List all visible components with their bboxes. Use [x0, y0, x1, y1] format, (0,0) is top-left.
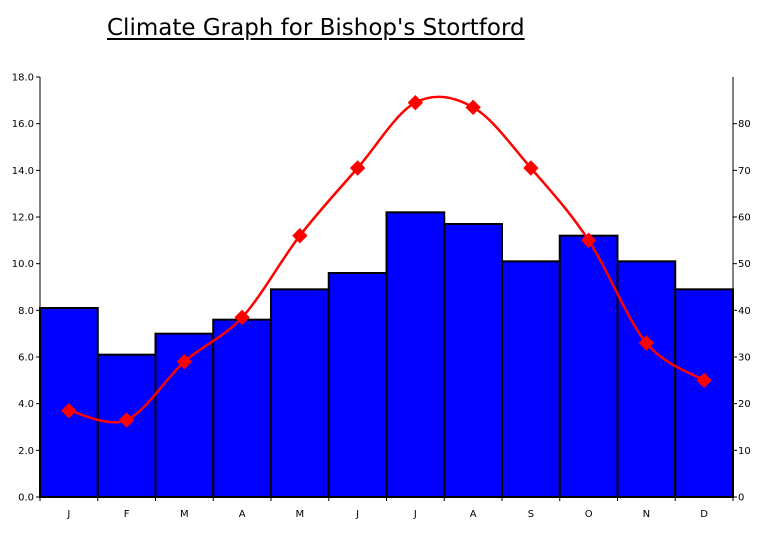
right-y-tick-label: 10: [738, 446, 751, 457]
temperature-point: [407, 94, 424, 111]
x-tick-label: J: [66, 509, 70, 520]
right-y-tick-label: 20: [738, 399, 751, 410]
left-y-tick-label: 8.0: [18, 306, 34, 317]
rainfall-bar: [39, 307, 99, 498]
right-y-tick-label: 0: [738, 493, 744, 504]
rainfall-bar: [674, 288, 734, 499]
left-y-tick-label: 6.0: [18, 353, 34, 364]
temperature-point: [523, 160, 539, 176]
right-y-tick-label: 80: [738, 119, 751, 130]
temperature-point: [234, 309, 250, 326]
temperature-point: [638, 335, 655, 351]
temperature-point: [292, 227, 308, 244]
right-y-tick-label: 70: [738, 166, 751, 177]
right-y-tick-label: 50: [738, 259, 751, 270]
temperature-point: [465, 99, 481, 116]
rainfall-bar: [443, 223, 503, 498]
temperature-point: [580, 232, 597, 249]
right-y-tick-label: 40: [738, 306, 751, 317]
rainfall-bar: [270, 288, 330, 499]
x-tick-label: M: [296, 509, 305, 520]
left-y-tick-label: 10.0: [12, 259, 34, 270]
left-y-tick-label: 4.0: [18, 399, 34, 410]
temperature-point: [696, 372, 712, 389]
rainfall-bar: [501, 260, 561, 499]
x-tick-label: M: [180, 509, 189, 520]
x-tick-label: F: [124, 509, 130, 520]
x-tick-label: A: [239, 509, 246, 520]
rainfall-bars: [39, 211, 734, 499]
left-y-tick-label: 14.0: [12, 166, 34, 177]
left-y-tick-label: 2.0: [18, 446, 34, 457]
x-tick-label: O: [585, 509, 593, 520]
left-y-tick-label: 12.0: [12, 213, 34, 224]
x-tick-label: J: [413, 509, 417, 520]
chart-title: Climate Graph for Bishop's Stortford: [107, 15, 525, 41]
x-tick-label: J: [355, 509, 359, 520]
rainfall-bar: [212, 318, 272, 498]
x-tick-label: D: [700, 509, 708, 520]
rainfall-bar: [558, 234, 619, 499]
temperature-point: [349, 160, 366, 176]
temperature-point: [61, 402, 77, 419]
temperature-line: [61, 94, 712, 428]
left-y-tick-label: 0.0: [18, 493, 34, 504]
rainfall-bar: [327, 272, 388, 498]
temperature-point: [118, 412, 135, 428]
temperature-point: [176, 353, 193, 370]
rainfall-bar: [616, 260, 677, 499]
x-tick-label: A: [470, 509, 477, 520]
x-tick-label: N: [643, 509, 650, 520]
left-y-tick-label: 16.0: [12, 119, 34, 130]
right-y-tick-label: 60: [738, 213, 751, 224]
left-y-tick-label: 18.0: [12, 73, 34, 84]
right-y-tick-label: 30: [738, 353, 751, 364]
chart-axes: 0.0 2.0 4.0 6.0 8.0 10.0 12.0 14.0 16.0 18.0 0 10 20…: [12, 73, 751, 521]
rainfall-bar: [385, 211, 446, 498]
x-tick-label: S: [528, 509, 534, 520]
